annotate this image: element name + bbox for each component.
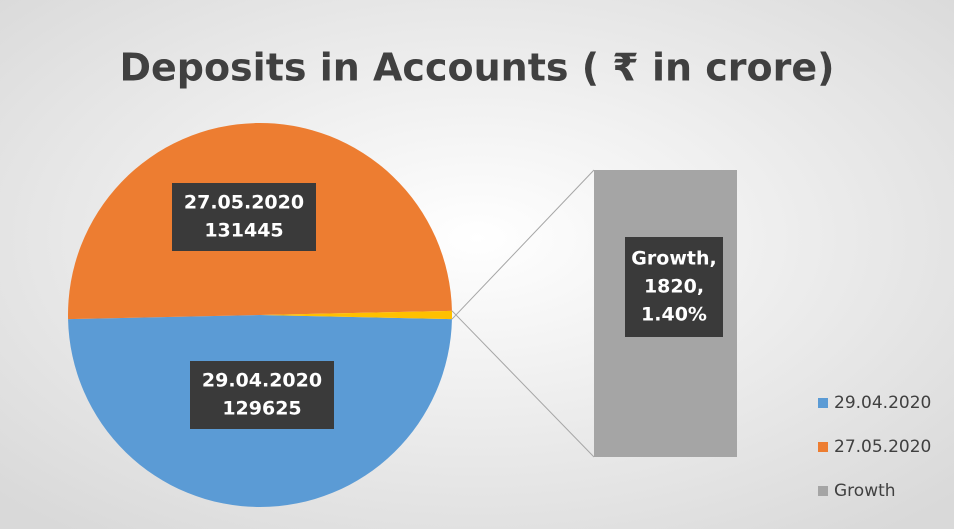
data-label-box (625, 237, 723, 337)
legend-label: 27.05.2020 (834, 437, 931, 457)
legend-label: 29.04.2020 (834, 393, 931, 413)
data-label: 29.04.2020 (202, 370, 322, 392)
legend-label: Growth (834, 481, 896, 501)
data-label: 27.05.2020 (184, 192, 304, 214)
connector-line (451, 169, 595, 320)
chart-title: Deposits in Accounts ( ₹ in crore) (119, 46, 834, 90)
data-label: 129625 (222, 398, 301, 420)
legend-swatch (818, 442, 828, 452)
data-label-box (172, 183, 316, 251)
data-label: 131445 (204, 220, 283, 242)
data-label-box (190, 361, 334, 429)
connector-line (451, 310, 595, 458)
legend-swatch (818, 398, 828, 408)
pie-slice (260, 310, 452, 320)
data-label: Growth, (631, 248, 716, 270)
data-label: 1820, (644, 276, 704, 298)
legend-swatch (818, 486, 828, 496)
data-label: 1.40% (641, 304, 707, 326)
